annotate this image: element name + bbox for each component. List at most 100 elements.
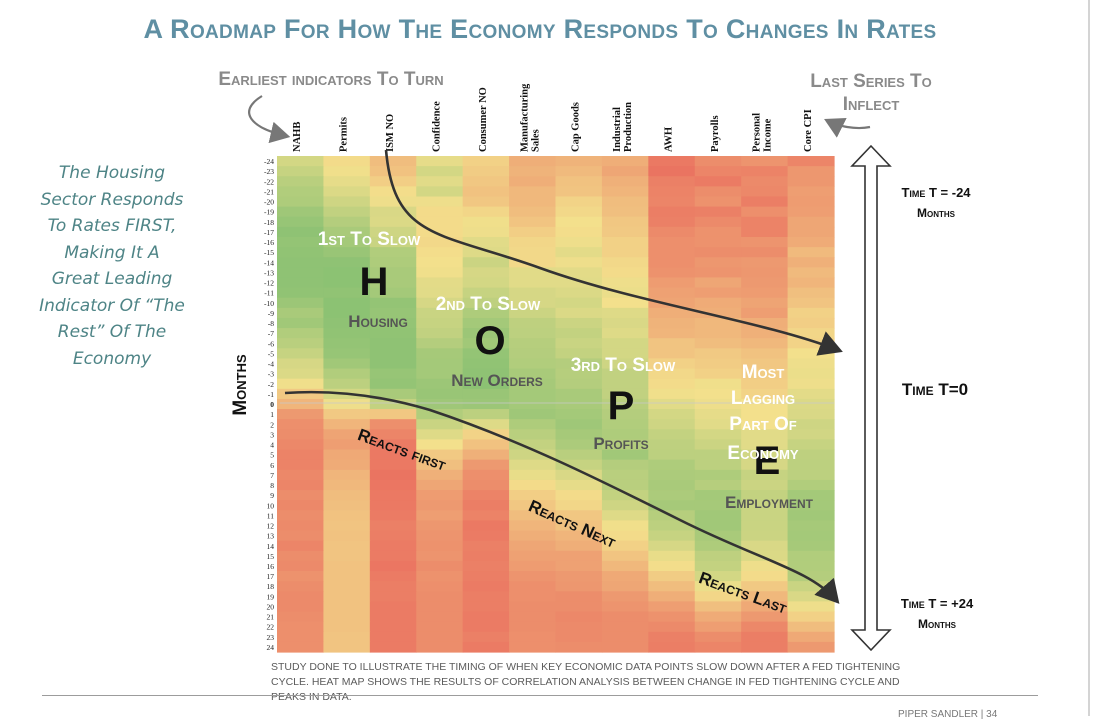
housing-note-line: The Housing [58, 163, 166, 183]
heatmap-cell [601, 641, 649, 653]
employment-label: Employment [725, 493, 814, 512]
heatmap-cell [509, 236, 557, 248]
last-series-arrow [824, 118, 871, 138]
row-tick-label: -1 [268, 390, 274, 399]
heatmap-cell [694, 429, 742, 441]
heatmap-cell [741, 439, 789, 451]
column-tick-label: Sales [530, 129, 541, 152]
heatmap-cell [648, 328, 696, 339]
heatmap-cell [509, 520, 557, 532]
heatmap-cell [555, 348, 603, 360]
heatmap-cell [416, 631, 464, 643]
heatmap-cell [741, 277, 789, 289]
heatmap-cell [694, 358, 742, 370]
heatmap-cell [787, 287, 835, 299]
heatmap-cell [741, 267, 789, 279]
heatmap-cell [694, 226, 742, 238]
heatmap-cell [601, 490, 649, 501]
most-lagging-line: Economy [727, 443, 799, 464]
heatmap-cell [416, 419, 464, 430]
hope-letter-o: O [474, 319, 505, 363]
heatmap-cell [509, 156, 557, 167]
heatmap-cell [323, 156, 371, 167]
heatmap-cell [741, 479, 789, 491]
heatmap-cell [416, 338, 464, 349]
heatmap-cell [416, 591, 464, 602]
heatmap-cell [462, 196, 510, 208]
heatmap-cell [323, 449, 371, 461]
heatmap-cell [416, 297, 464, 309]
heatmap-cell [555, 510, 603, 522]
heatmap-cell [601, 510, 649, 522]
heatmap-cell [694, 540, 742, 552]
hope-letter-h: H [360, 260, 389, 304]
heatmap-cell [648, 257, 696, 268]
heatmap-cell [601, 439, 649, 451]
heatmap-cell [741, 257, 789, 268]
heatmap-cell [369, 287, 417, 299]
heatmap-cell [277, 429, 325, 441]
heatmap-cell [601, 550, 649, 562]
heatmap-cell [509, 550, 557, 562]
heatmap-cell [694, 459, 742, 471]
heatmap-cell [601, 631, 649, 643]
heatmap-cell [555, 439, 603, 451]
time-minus-24-text: Time T = -24 [901, 185, 971, 200]
row-tick-label: 0 [270, 400, 274, 409]
heatmap-cell [277, 166, 325, 177]
heatmap-cell [509, 500, 557, 511]
row-tick-label: 3 [270, 430, 274, 439]
heatmap-cell [787, 641, 835, 653]
heatmap-cell [323, 571, 371, 582]
row-tick-label: -17 [264, 228, 274, 237]
heatmap-cell [694, 439, 742, 451]
heatmap-cell [416, 621, 464, 633]
heatmap-cell [462, 328, 510, 339]
heatmap-cell [741, 581, 789, 592]
heatmap-cell [509, 297, 557, 309]
heatmap-cell [416, 176, 464, 187]
heatmap-cell [648, 540, 696, 552]
heatmap-cell [694, 338, 742, 349]
heatmap-cell [741, 287, 789, 299]
heatmap-cell [323, 216, 371, 228]
row-tick-label: 4 [270, 441, 274, 450]
heatmap-cell [462, 631, 510, 643]
heatmap-cell [741, 631, 789, 643]
heatmap-cell [601, 176, 649, 187]
heatmap-cell [694, 216, 742, 228]
heatmap-cell [323, 236, 371, 248]
heatmap-cell [462, 307, 510, 319]
heatmap-cell [648, 176, 696, 187]
heatmap-cell [462, 156, 510, 167]
heatmap-cell [277, 530, 325, 542]
heatmap-cell [509, 247, 557, 258]
heatmap-cell [323, 591, 371, 602]
row-tick-label: 21 [267, 613, 275, 622]
heatmap-cell [555, 287, 603, 299]
heatmap-cell [369, 206, 417, 218]
heatmap-cell [555, 409, 603, 420]
lower-curve [284, 390, 840, 604]
heatmap-cell [741, 206, 789, 218]
heatmap-cell [601, 277, 649, 289]
heatmap-cell [462, 510, 510, 522]
heatmap-cell [648, 398, 696, 410]
heatmap-cell [694, 247, 742, 258]
heatmap-cell [741, 398, 789, 410]
heatmap-cell [601, 398, 649, 410]
heatmap-cell [648, 560, 696, 572]
heatmap-cell [694, 287, 742, 299]
heatmap-cell [509, 176, 557, 187]
heatmap-cell [462, 419, 510, 430]
last-series-line-1: Last Series To [810, 71, 932, 92]
heatmap-cell [416, 641, 464, 653]
heatmap-cell [741, 520, 789, 532]
heatmap-cell [648, 358, 696, 370]
heatmap-cell [509, 449, 557, 461]
heatmap-cell [462, 368, 510, 380]
heatmap-cell [601, 206, 649, 218]
hope-letter-e: E [754, 439, 781, 483]
heatmap-cell [509, 277, 557, 289]
column-tick-label: Permits [339, 117, 350, 152]
